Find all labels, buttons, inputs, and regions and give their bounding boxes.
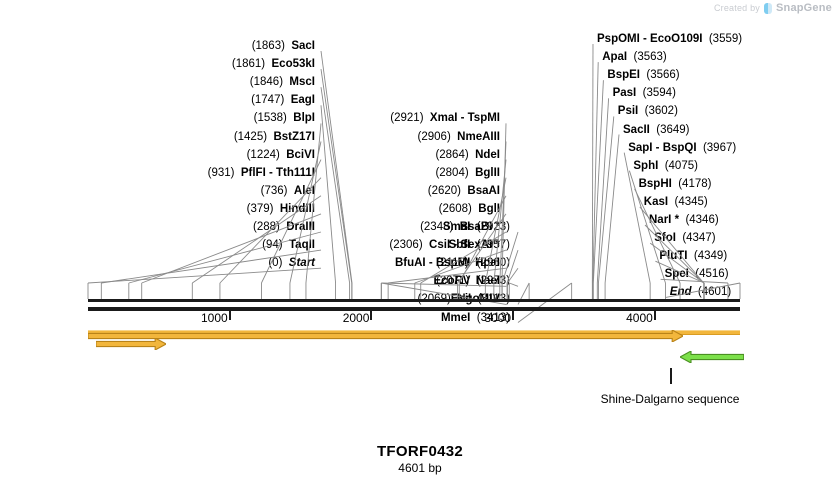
site-label-KasI[interactable]: KasI (4345) (643, 195, 708, 208)
site-label-SacI[interactable]: (1863) SacI (251, 40, 315, 52)
site-label-NmeAIII[interactable]: (2906) NmeAIII (417, 130, 500, 143)
site-label-Eco53kI[interactable]: (1861) Eco53kI (231, 58, 315, 71)
sequence-length: 4601 bp (398, 461, 442, 475)
backbone-line-thin (88, 299, 740, 302)
ruler-tick-3000 (512, 311, 515, 320)
site-label-BspHI[interactable]: BspHI (4178) (638, 177, 712, 190)
site-label-PasI[interactable]: PasI (3594) (612, 87, 676, 100)
site-label-BlpI[interactable]: (1538) BlpI (253, 112, 315, 125)
site-label-MscI[interactable]: (1846) MscI (249, 76, 315, 89)
site-label-BfuAI[interactable]: BfuAI - BspMI (2960) (394, 257, 510, 270)
site-label-SmaI[interactable]: SmaI (2923) (442, 221, 510, 233)
ruler-tick-1000 (228, 311, 231, 320)
site-label-SpeI[interactable]: SpeI (4516) (664, 268, 729, 281)
ruler-label-4000: 4000 (626, 311, 653, 325)
ruler-label-1000: 1000 (201, 311, 228, 325)
feature-arrow-orf-main[interactable] (88, 330, 684, 342)
site-label-PflFI[interactable]: (931) PflFI - Tth111I (207, 166, 315, 179)
site-label-BstZ17I[interactable]: (1425) BstZ17I (233, 130, 315, 143)
watermark-brand: SnapGene (775, 2, 832, 14)
site-label-HindIII[interactable]: (379) HindIII (246, 202, 315, 215)
site-label-NdeI[interactable]: (2864) NdeI (435, 148, 500, 161)
snapgene-logo-icon (763, 2, 772, 14)
site-label-EagI[interactable]: (1747) EagI (251, 94, 315, 107)
watermark-prefix: Created by (713, 3, 760, 13)
site-label-End[interactable]: End (4601) (669, 286, 732, 299)
site-label-BciVI[interactable]: (1224) BciVI (246, 148, 315, 161)
site-label-SbfI[interactable]: SbfI (2957) (448, 239, 510, 252)
ruler-label-2000: 2000 (342, 311, 370, 325)
site-label-TaqII[interactable]: (94) TaqII (262, 239, 315, 252)
site-label-SphI[interactable]: SphI (4075) (633, 159, 698, 172)
shine-dalgarno-tick (670, 368, 672, 384)
site-label-SfoI[interactable]: SfoI (4347) (654, 232, 716, 245)
site-label-DraIII[interactable]: (288) DraIII (252, 221, 315, 233)
page-title: TFORF0432 (376, 443, 464, 460)
ruler-label-3000: 3000 (484, 311, 512, 325)
site-label-PsiI[interactable]: PsiI (3602) (617, 105, 678, 118)
shine-dalgarno-label: Shine-Dalgarno sequence (600, 392, 740, 406)
site-label-Start[interactable]: (0) Start (268, 257, 315, 270)
site-label-ApaI[interactable]: ApaI (3563) (602, 51, 667, 64)
site-label-SacII[interactable]: SacII (3649) (623, 123, 690, 136)
site-label-SapI[interactable]: SapI - BspQI (3967) (628, 141, 737, 154)
site-label-NarI[interactable]: NarI * (4346) (649, 214, 719, 226)
snapgene-watermark: Created by SnapGene (714, 2, 832, 14)
site-label-BsaAI[interactable]: (2620) BsaAI (427, 184, 500, 197)
feature-arrow-orf-left[interactable] (95, 338, 166, 350)
site-label-BspEI[interactable]: BspEI (3566) (607, 69, 680, 82)
site-label-AleI[interactable]: (736) AleI (260, 184, 315, 197)
site-label-PspOMI[interactable]: PspOMI - EcoO109I (3559) (597, 33, 743, 45)
feature-arrow-shine-dalgarno[interactable] (680, 351, 745, 363)
ruler-tick-2000 (370, 311, 373, 320)
site-label-PluTI[interactable]: PluTI (4349) (659, 250, 728, 263)
site-label-BglII[interactable]: (2804) BglII (435, 166, 500, 179)
backbone-line-thick (88, 307, 740, 311)
ruler-tick-4000 (653, 311, 656, 320)
site-label-XmaI[interactable]: (2921) XmaI - TspMI (390, 112, 500, 125)
site-label-EcoRV[interactable]: EcoRV (2973) (433, 275, 511, 288)
site-label-BglI[interactable]: (2608) BglI (438, 202, 500, 215)
site-label-MmeI[interactable]: MmeI (3413) (440, 311, 510, 324)
